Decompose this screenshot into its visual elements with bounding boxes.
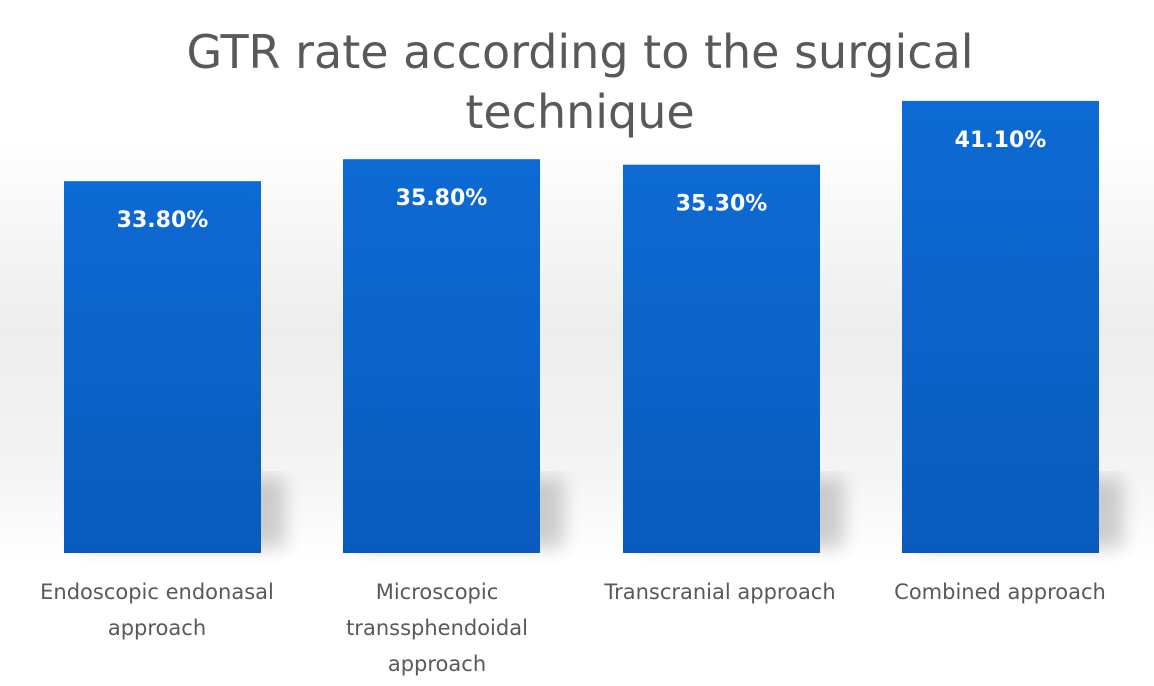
bar-value-label: 33.80% xyxy=(117,208,209,233)
category-label: Combined approach xyxy=(894,580,1106,604)
chart-title: GTR rate according to the surgical techn… xyxy=(186,25,974,139)
category-label: Transcranial approach xyxy=(604,580,836,604)
bar-value-label: 35.30% xyxy=(676,192,768,217)
bar-value-label: 41.10% xyxy=(955,128,1047,153)
bar-1 xyxy=(64,181,261,553)
category-label: Endoscopic endonasal approach xyxy=(40,580,274,640)
bar-3 xyxy=(623,164,820,553)
bar-4 xyxy=(902,100,1099,554)
bar-value-label: 35.80% xyxy=(396,186,488,211)
category-label: Microscopic transsphendoidal approach xyxy=(346,580,528,676)
bar-2 xyxy=(343,159,540,553)
